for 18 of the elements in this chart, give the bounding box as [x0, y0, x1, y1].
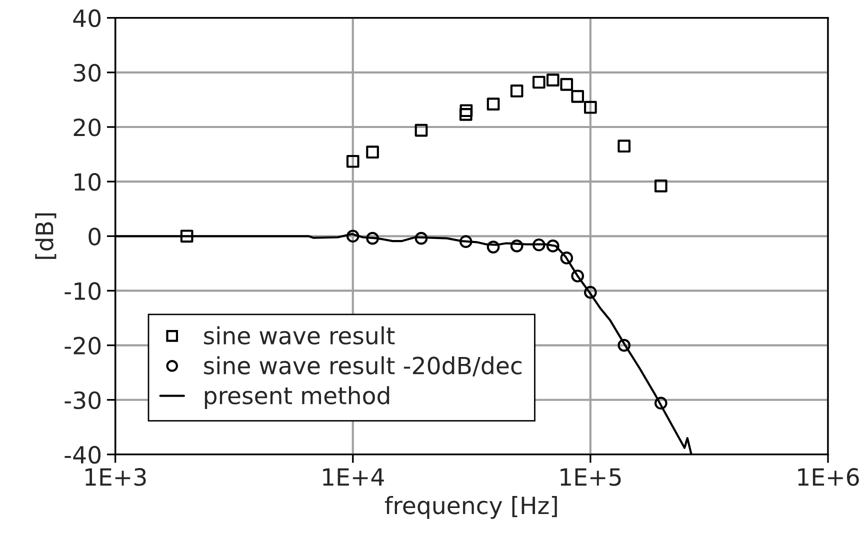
y-tick-label: -40 — [64, 446, 101, 464]
y-tick-label: 0 — [88, 228, 101, 246]
y-axis-title: [dB] — [35, 213, 56, 259]
legend-label: sine wave result -20dB/dec — [204, 356, 522, 376]
y-tick-label: 30 — [74, 64, 101, 82]
y-tick-label: -30 — [64, 391, 101, 410]
y-tick-label: -10 — [64, 282, 101, 300]
x-axis-title: frequency [Hz] — [384, 496, 557, 519]
x-tick-label: 1E+4 — [323, 468, 384, 486]
x-tick-label: 1E+3 — [86, 468, 146, 486]
y-tick-label: -20 — [64, 336, 101, 355]
legend-label: present method — [204, 386, 390, 409]
x-tick-label: 1E+6 — [798, 468, 859, 486]
x-tick-label: 1E+5 — [560, 468, 621, 486]
y-tick-label: 40 — [73, 9, 101, 28]
y-tick-label: 20 — [74, 118, 101, 136]
legend-label: sine wave result — [204, 326, 395, 345]
y-tick-label: 10 — [74, 173, 101, 191]
